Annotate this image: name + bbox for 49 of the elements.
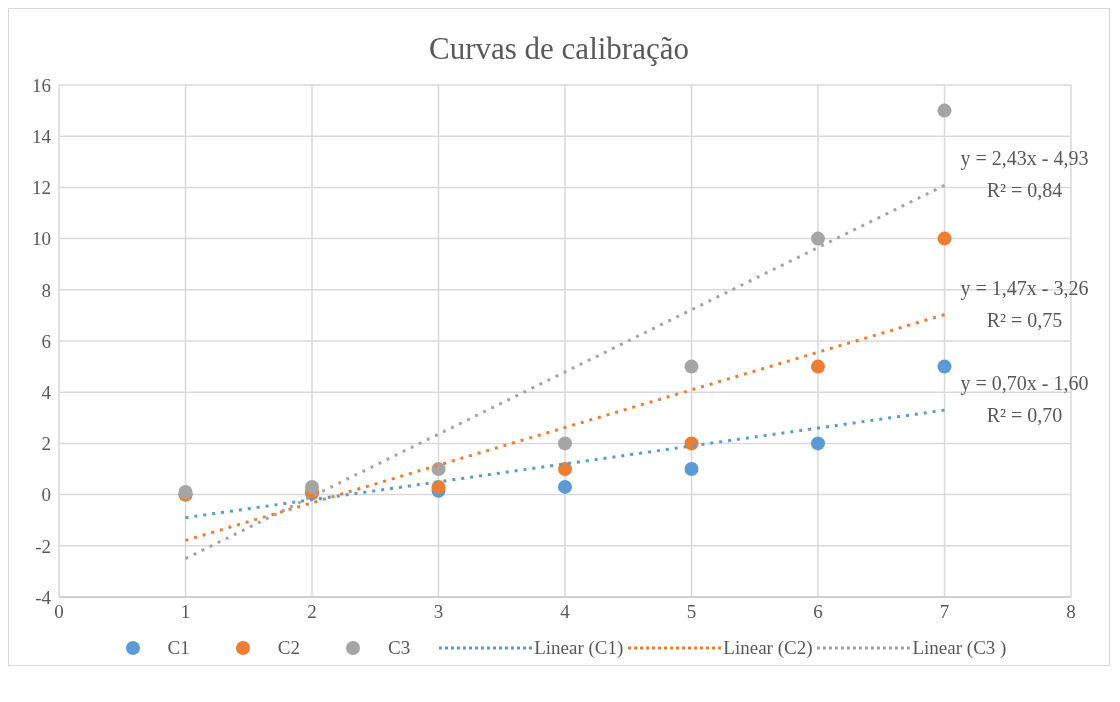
x-tick-label: 5 [686,601,697,623]
annotation: R² = 0,84 [986,179,1063,202]
point [431,479,446,494]
point [305,479,319,494]
point [811,359,825,374]
point [811,436,825,451]
annotation: y = 0,70x - 1,60 [960,372,1089,396]
x-tick-label: 7 [939,601,950,623]
y-tick-label: 8 [41,279,51,301]
y-tick-label: 16 [32,74,51,96]
y-tick-label: 10 [32,228,51,250]
y-tick-label: -2 [35,535,51,557]
annotation: y = 1,47x - 3,26 [960,276,1089,300]
legend-label: Linear (C2) [723,637,813,659]
point [558,436,572,451]
x-tick-label: 3 [433,601,444,623]
point [558,479,572,494]
annotation: R² = 0,75 [986,308,1063,331]
x-tick-label: 4 [560,601,571,623]
line-series [184,408,946,520]
point [811,231,825,246]
point [431,462,446,476]
x-tick-label: 1 [180,601,191,623]
y-tick-label: 2 [41,433,51,455]
y-tick-label: -4 [35,586,52,608]
y-tick-label: 12 [32,177,51,199]
line-series [184,313,946,542]
point [937,359,952,374]
chart-title: Curvas de calibração [428,30,690,68]
point [558,462,572,476]
legend-label: C1 [167,637,190,659]
annotation: R² = 0,70 [986,404,1063,427]
annotation: y = 2,43x - 4,93 [960,147,1089,171]
y-tick-label: 0 [41,484,51,506]
y-tick-label: 4 [41,381,52,403]
point [684,359,699,374]
legend-label: Linear (C3 ) [912,637,1007,659]
y-tick-label: 14 [32,125,52,147]
point [684,462,699,476]
legend-label: Linear (C1) [534,637,624,659]
y-tick-label: 6 [41,330,51,352]
legend-label: C2 [277,637,300,659]
x-tick-label: 6 [813,601,823,623]
point [937,231,952,246]
x-tick-label: 8 [1066,601,1076,623]
line-series [184,183,946,561]
point [937,103,952,118]
x-tick-label: 2 [307,601,317,623]
legend-label: C3 [387,637,411,659]
